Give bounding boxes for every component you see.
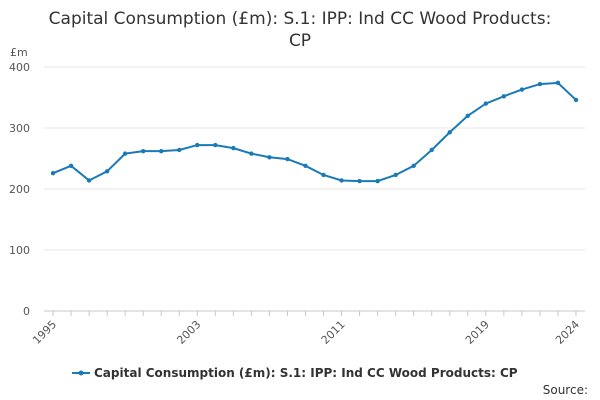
data-point xyxy=(357,178,362,184)
data-point xyxy=(483,101,489,106)
data-point xyxy=(267,155,272,160)
gridlines xyxy=(44,66,585,251)
y-tick-label: 0 xyxy=(23,305,30,318)
data-point xyxy=(195,142,200,148)
legend-label: Capital Consumption (£m): S.1: IPP: Ind … xyxy=(94,366,518,380)
y-tick-label: 400 xyxy=(9,61,30,74)
series-area xyxy=(50,80,579,184)
data-point xyxy=(50,170,56,176)
series-line xyxy=(52,81,577,183)
y-tick-label: 200 xyxy=(9,183,30,196)
chart-title-line-1: Capital Consumption (£m): S.1: IPP: Ind … xyxy=(49,9,552,29)
x-tick-label: 2011 xyxy=(319,318,348,347)
legend-point-marker xyxy=(78,370,84,376)
y-axis-unit: £m xyxy=(10,46,28,59)
chart-title-line-2: CP xyxy=(289,31,311,51)
data-point xyxy=(231,145,236,151)
data-point xyxy=(249,151,254,156)
data-point xyxy=(573,97,579,103)
x-tick-label: 2024 xyxy=(553,318,582,347)
data-point xyxy=(375,178,380,184)
data-point xyxy=(411,163,416,169)
source-label: Source: xyxy=(543,383,588,397)
legend: Capital Consumption (£m): S.1: IPP: Ind … xyxy=(72,366,518,380)
x-tick-label: 2019 xyxy=(463,318,492,347)
data-point xyxy=(393,172,398,178)
data-point xyxy=(303,163,308,169)
y-tick-label: 100 xyxy=(9,244,30,257)
data-point xyxy=(140,148,146,154)
data-point xyxy=(429,147,434,153)
data-point xyxy=(519,87,525,92)
data-point xyxy=(122,151,128,156)
axes: 0 100 200 300 400 1995 2003 2011 2019 2024 xyxy=(9,61,585,347)
data-point xyxy=(86,178,92,183)
data-point xyxy=(68,163,74,169)
data-point xyxy=(159,148,164,154)
data-point xyxy=(537,81,543,87)
data-point xyxy=(339,178,344,183)
data-point xyxy=(321,172,326,178)
data-point xyxy=(177,147,182,153)
data-point xyxy=(285,156,290,162)
data-point xyxy=(104,169,110,174)
y-tick-label: 300 xyxy=(9,122,30,135)
x-tick-label: 1995 xyxy=(30,318,59,347)
data-point xyxy=(447,130,452,135)
x-tick-label: 2003 xyxy=(174,318,203,347)
data-point xyxy=(465,113,470,119)
data-point xyxy=(501,94,507,99)
data-point xyxy=(555,80,561,86)
data-point xyxy=(213,142,218,148)
